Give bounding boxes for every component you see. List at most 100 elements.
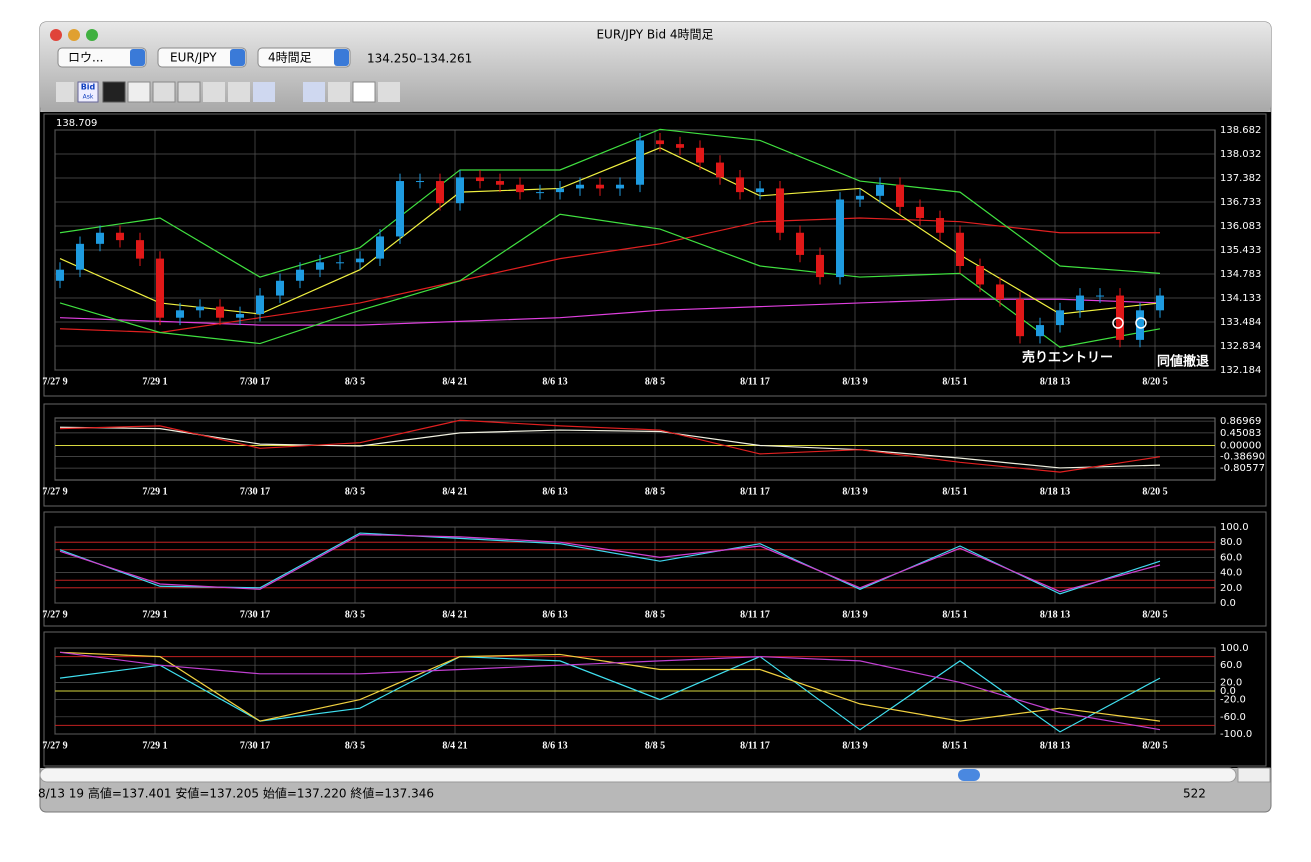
candle-body	[1056, 310, 1064, 326]
candle-body	[716, 162, 724, 178]
x-tick-label: 7/29 1	[142, 740, 167, 751]
panel-frame	[43, 113, 1267, 397]
candle-body	[636, 140, 644, 185]
candle-body	[576, 184, 584, 189]
status-text: 8/13 19 高値=137.401 安値=137.205 始値=137.220…	[38, 786, 434, 801]
y-tick-label: 132.184	[1220, 365, 1261, 376]
candle-body	[536, 192, 544, 194]
x-tick-label: 8/13 9	[842, 486, 867, 497]
icon[interactable]	[77, 81, 99, 103]
x-tick-label: 8/6 13	[542, 486, 567, 497]
candle-body	[316, 262, 324, 270]
y-tick-label: 137.382	[1220, 173, 1261, 184]
icon[interactable]	[203, 82, 225, 102]
candle-body	[516, 184, 524, 193]
indicator-line	[59, 533, 1161, 593]
marker	[1112, 317, 1124, 329]
x-tick-label: 7/27 9	[42, 609, 67, 620]
x-tick-label: 8/6 13	[542, 376, 567, 387]
indicator-line	[59, 426, 1161, 469]
x-tick-label: 8/6 13	[542, 740, 567, 751]
candle-body	[616, 184, 624, 189]
candle-body	[496, 181, 504, 185]
x-tick-label: 8/8 5	[645, 486, 665, 497]
y-tick-label: 136.083	[1220, 221, 1261, 232]
scroll-arrows[interactable]	[1237, 767, 1271, 783]
panel-frame	[43, 631, 1267, 767]
x-tick-label: 7/29 1	[142, 376, 167, 387]
y-tick-label: 20.0	[1220, 677, 1242, 688]
icon[interactable]	[228, 82, 250, 102]
y-tick-label: 60.0	[1220, 660, 1242, 671]
y-tick-label: 133.484	[1220, 317, 1261, 328]
icon[interactable]	[378, 82, 400, 102]
x-tick-label: 8/4 21	[442, 486, 467, 497]
scrollbar[interactable]	[39, 767, 1237, 783]
x-tick-label: 8/20 5	[1142, 376, 1167, 387]
candle-body	[656, 140, 664, 145]
candle-body	[96, 232, 104, 244]
icon[interactable]	[56, 82, 74, 102]
candle-body	[156, 258, 164, 318]
icon[interactable]	[253, 82, 275, 102]
candle-body	[456, 177, 464, 204]
candle-body	[596, 184, 604, 189]
icon[interactable]	[303, 82, 325, 102]
x-tick-label: 8/13 9	[842, 609, 867, 620]
x-tick-label: 7/27 9	[42, 486, 67, 497]
y-tick-label: -60.0	[1220, 712, 1246, 723]
icon[interactable]	[102, 81, 126, 103]
candle-body	[356, 258, 364, 263]
candle-body	[876, 184, 884, 196]
candle-body	[176, 310, 184, 318]
y-tick-label: 60.0	[1220, 552, 1242, 563]
indicator-line	[59, 419, 1161, 473]
x-tick-label: 8/13 9	[842, 740, 867, 751]
candle-body	[996, 284, 1004, 300]
minimize-button[interactable]	[68, 29, 80, 41]
x-tick-label: 8/3 5	[345, 376, 365, 387]
y-tick-label: -0.80577	[1220, 463, 1265, 474]
icon[interactable]	[152, 81, 176, 103]
x-tick-label: 8/3 5	[345, 740, 365, 751]
popup[interactable]: 4時間足	[257, 47, 351, 68]
x-tick-label: 8/18 13	[1040, 609, 1070, 620]
y-tick-label: 80.0	[1220, 537, 1242, 548]
zoom-button[interactable]	[86, 29, 98, 41]
x-tick-label: 8/15 1	[942, 486, 967, 497]
candle-body	[836, 199, 844, 278]
annotation: 同値撤退	[1157, 354, 1209, 370]
x-tick-label: 8/20 5	[1142, 740, 1167, 751]
x-tick-label: 8/18 13	[1040, 486, 1070, 497]
icon[interactable]	[177, 81, 201, 103]
popup[interactable]: EUR/JPY	[157, 47, 247, 68]
candle-body	[1156, 295, 1164, 311]
x-tick-label: 7/30 17	[240, 609, 270, 620]
chart-area	[40, 112, 1271, 768]
icon[interactable]	[328, 82, 350, 102]
y-tick-label: 0.86969	[1220, 416, 1261, 427]
x-tick-label: 8/4 21	[442, 609, 467, 620]
x-tick-label: 8/8 5	[645, 740, 665, 751]
candle-body	[676, 144, 684, 148]
y-tick-label: 134.783	[1220, 269, 1261, 280]
x-tick-label: 8/15 1	[942, 740, 967, 751]
candle-body	[736, 177, 744, 193]
y-tick-label: 135.433	[1220, 245, 1261, 256]
scroll-thumb[interactable]	[958, 769, 980, 781]
icon[interactable]	[352, 81, 376, 103]
x-tick-label: 8/18 13	[1040, 740, 1070, 751]
candle-body	[296, 269, 304, 281]
x-tick-label: 8/3 5	[345, 609, 365, 620]
x-tick-label: 8/15 1	[942, 376, 967, 387]
indicator-line	[59, 213, 1161, 348]
x-tick-label: 7/30 17	[240, 740, 270, 751]
candle-body	[476, 177, 484, 182]
close-button[interactable]	[50, 29, 62, 41]
popup[interactable]: ロウ...	[57, 47, 147, 68]
icon[interactable]	[127, 81, 151, 103]
indicator-line	[59, 298, 1161, 326]
x-tick-label: 7/29 1	[142, 486, 167, 497]
